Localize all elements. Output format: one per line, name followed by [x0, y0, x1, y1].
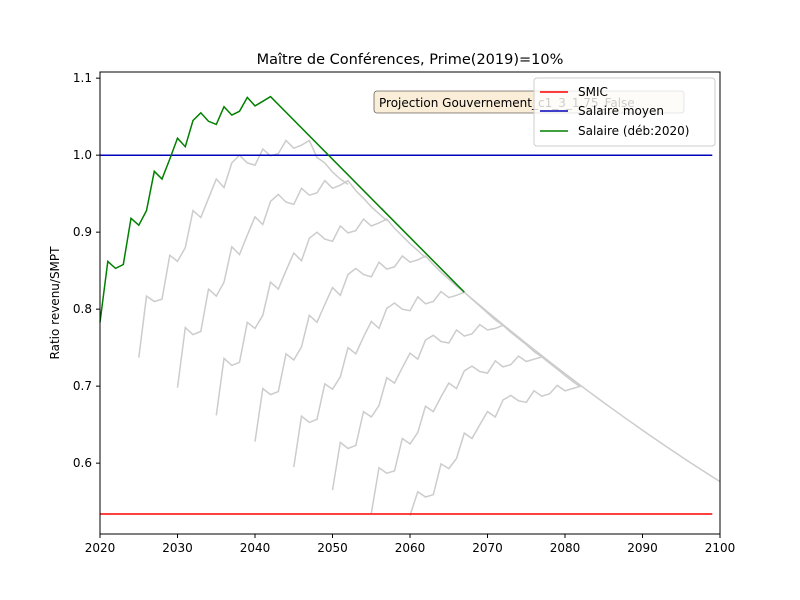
x-tick-label: 2090 [627, 541, 658, 555]
legend-label-salaire-2020: Salaire (déb:2020) [578, 124, 689, 138]
cohort-line-2055 [370, 355, 581, 514]
legend: SMIC Salaire moyen Salaire (déb:2020) [533, 77, 716, 147]
legend-label-smic: SMIC [578, 85, 608, 99]
x-tick-label: 2020 [85, 541, 116, 555]
x-tick-label: 2060 [395, 541, 426, 555]
y-tick-label: 1.1 [73, 71, 92, 85]
cohort-line-2035 [215, 217, 427, 416]
cohort-line-2050 [331, 323, 543, 491]
plot-area [99, 95, 721, 516]
chart-title: Maître de Conférences, Prime(2019)=10% [257, 52, 564, 68]
main-series-lines [99, 95, 713, 515]
y-tick-label: 1.0 [73, 148, 92, 162]
x-tick-label: 2040 [240, 541, 271, 555]
x-axis: 2020 2030 2040 2050 2060 2070 2080 2090 2100 [85, 534, 736, 555]
y-tick-label: 0.9 [73, 225, 92, 239]
cohort-lines [138, 139, 721, 516]
x-tick-label: 2050 [317, 541, 348, 555]
x-tick-label: 2030 [162, 541, 193, 555]
decay-tail-line [463, 291, 721, 483]
legend-frame [533, 77, 716, 147]
x-tick-label: 2100 [705, 541, 736, 555]
cohort-line-2040 [254, 254, 465, 442]
legend-label-salaire-moyen: Salaire moyen [578, 104, 664, 118]
cohort-line-2030 [176, 179, 388, 388]
y-tick-label: 0.6 [73, 456, 92, 470]
cohort-line-2060 [409, 384, 581, 516]
x-tick-label: 2070 [472, 541, 503, 555]
salaire-2020-line [99, 95, 465, 323]
y-tick-label: 0.7 [73, 379, 92, 393]
x-tick-label: 2080 [550, 541, 581, 555]
y-axis: 0.6 0.7 0.8 0.9 1.0 1.1 [73, 71, 100, 470]
cohort-line-2025 [138, 139, 349, 358]
y-axis-label: Ratio revenu/SMPT [48, 246, 62, 360]
y-tick-label: 0.8 [73, 302, 92, 316]
